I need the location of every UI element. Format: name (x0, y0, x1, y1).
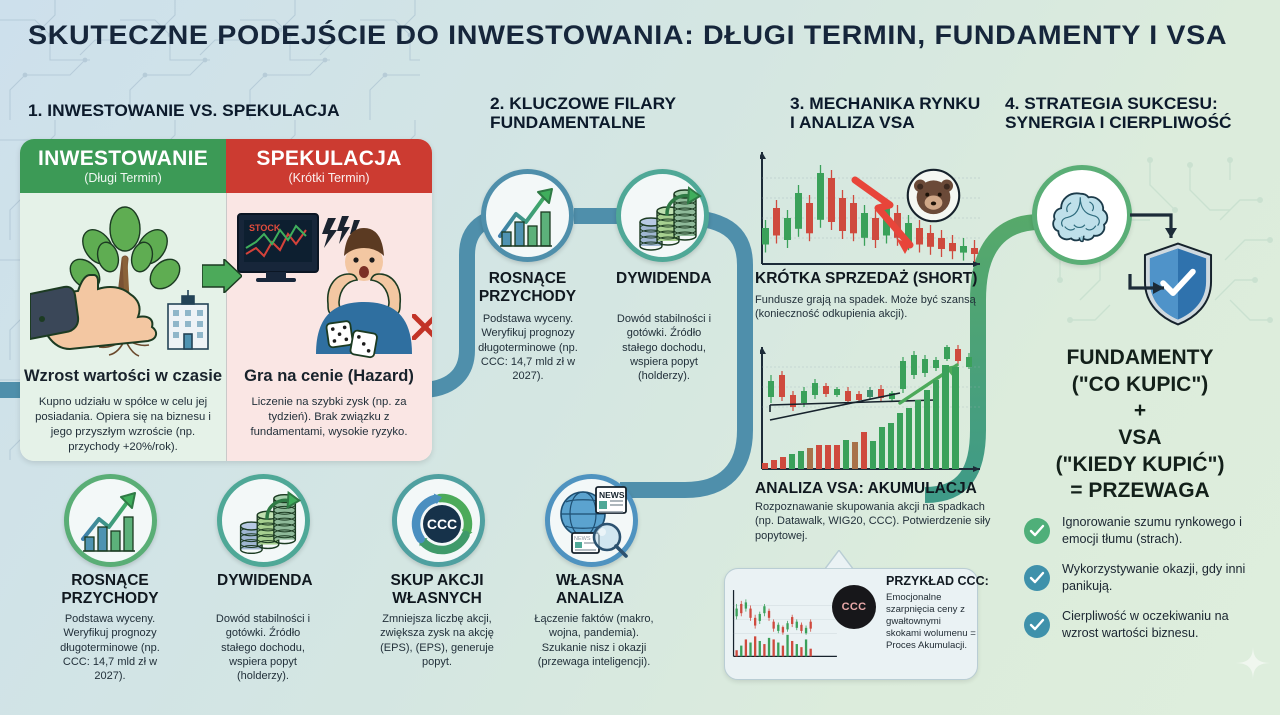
svg-text:STOCK: STOCK (249, 223, 281, 233)
svg-text:NEWS: NEWS (599, 490, 625, 500)
svg-text:CCC: CCC (427, 516, 457, 532)
svg-text:NEWS: NEWS (574, 536, 591, 542)
